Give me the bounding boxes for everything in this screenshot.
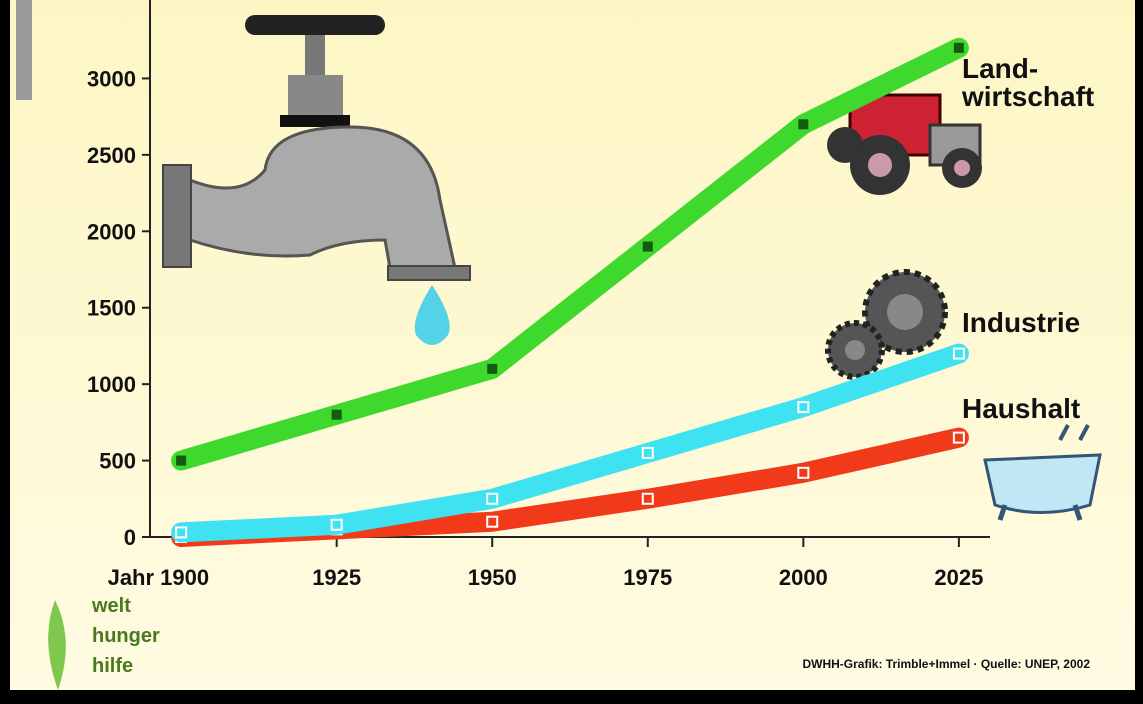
logo-text: hunger: [92, 625, 160, 647]
x-tick-label: 1975: [623, 565, 672, 590]
side-bar: [16, 0, 32, 100]
x-tick-label: 2025: [934, 565, 983, 590]
chart: welt hunger hilfe DWHH-Grafik: Trimble+I…: [0, 0, 1143, 699]
data-point: [798, 119, 808, 129]
x-tick-label: Jahr 1900: [108, 565, 210, 590]
source-note: DWHH-Grafik: Trimble+Immel · Quelle: UNE…: [802, 657, 1090, 671]
legend-label: Haushalt: [962, 393, 1080, 424]
x-tick-label: 2000: [779, 565, 828, 590]
data-point: [643, 242, 653, 252]
x-tick-label: 1925: [312, 565, 361, 590]
y-tick-label: 1000: [87, 372, 136, 397]
logo-text: hilfe: [92, 655, 133, 677]
legend-label: Industrie: [962, 307, 1080, 338]
y-tick-label: 500: [99, 449, 136, 474]
data-point: [332, 410, 342, 420]
x-tick-label: 1950: [468, 565, 517, 590]
data-point: [176, 456, 186, 466]
data-point: [954, 43, 964, 53]
logo-text: welt: [91, 595, 131, 617]
y-tick-label: 0: [124, 525, 136, 550]
y-tick-label: 1500: [87, 296, 136, 321]
y-tick-label: 2000: [87, 219, 136, 244]
y-tick-label: 3000: [87, 66, 136, 91]
data-point: [487, 364, 497, 374]
y-tick-label: 2500: [87, 143, 136, 168]
